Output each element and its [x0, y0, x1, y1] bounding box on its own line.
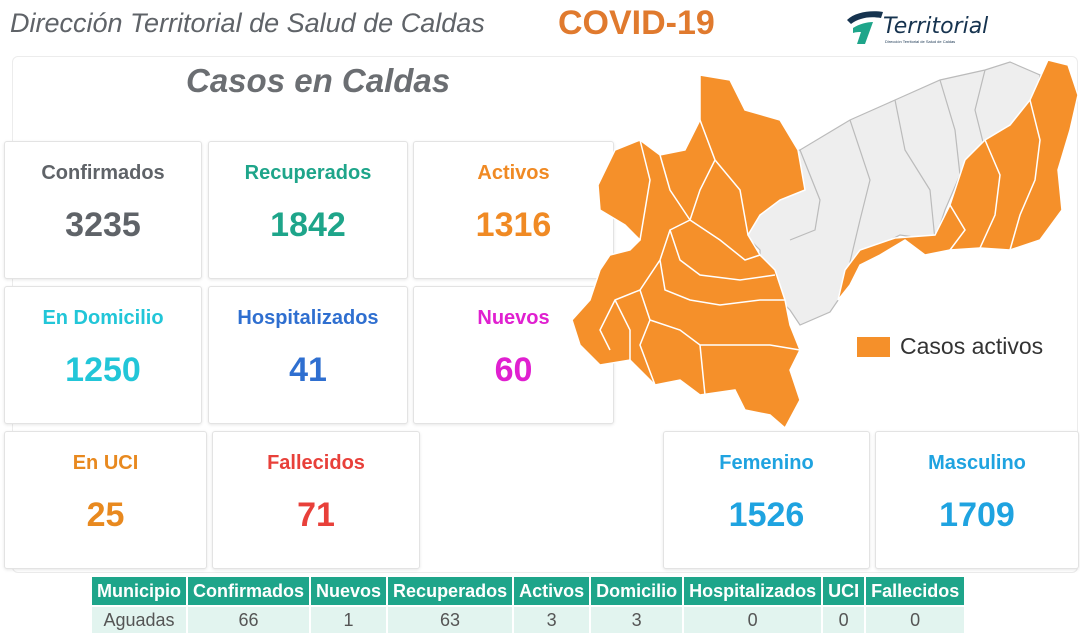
caldas-map [571, 59, 1079, 430]
col-nuevos: Nuevos [310, 577, 389, 606]
masculino-value: 1709 [939, 496, 1015, 534]
card-fallecidos: Fallecidos 71 [212, 431, 420, 569]
card-activos: Activos 1316 [413, 141, 614, 279]
col-uci: UCI [822, 577, 867, 606]
map-region-active-borders [599, 119, 801, 396]
table-header-row: Municipio Confirmados Nuevos Recuperados… [92, 577, 967, 606]
femenino-label: Femenino [719, 452, 814, 474]
uci-value: 25 [86, 496, 125, 534]
hospitalizados-label: Hospitalizados [237, 307, 379, 329]
header-title: Dirección Territorial de Salud de Caldas [10, 8, 485, 38]
cell-fallecidos: 0 [865, 605, 967, 633]
logo-text: Territorial [883, 14, 989, 39]
cell-nuevos: 1 [310, 605, 389, 633]
activos-value: 1316 [475, 206, 552, 244]
nuevos-value: 60 [494, 351, 533, 389]
col-municipio: Municipio [92, 577, 188, 606]
fallecidos-label: Fallecidos [267, 452, 365, 474]
confirmados-value: 3235 [65, 206, 141, 244]
cell-confirmados: 66 [187, 605, 312, 633]
col-confirmados: Confirmados [187, 577, 312, 606]
legend-label: Casos activos [900, 333, 1044, 359]
domicilio-label: En Domicilio [42, 307, 164, 329]
col-hospitalizados: Hospitalizados [683, 577, 824, 606]
cell-municipio: Aguadas [92, 605, 188, 633]
cell-domicilio: 3 [590, 605, 685, 633]
cell-activos: 3 [513, 605, 592, 633]
col-activos: Activos [513, 577, 592, 606]
card-masculino: Masculino 1709 [875, 431, 1079, 569]
card-recuperados: Recuperados 1842 [208, 141, 408, 279]
cell-hospitalizados: 0 [683, 605, 824, 633]
nuevos-label: Nuevos [477, 307, 550, 329]
domicilio-value: 1250 [65, 351, 141, 389]
card-uci: En UCI 25 [4, 431, 207, 569]
activos-label: Activos [477, 162, 550, 184]
cell-uci: 0 [822, 605, 867, 633]
femenino-value: 1526 [728, 496, 805, 534]
masculino-label: Masculino [928, 452, 1026, 474]
card-hospitalizados: Hospitalizados 41 [208, 286, 408, 424]
map-region-active-east-borders [904, 99, 1041, 256]
card-domicilio: En Domicilio 1250 [4, 286, 202, 424]
card-femenino: Femenino 1526 [663, 431, 870, 569]
uci-label: En UCI [72, 452, 139, 474]
col-domicilio: Domicilio [590, 577, 685, 606]
logo-subtext: Dirección Territorial de Salud de Caldas [885, 39, 956, 44]
recuperados-label: Recuperados [244, 162, 372, 184]
col-fallecidos: Fallecidos [865, 577, 967, 606]
map-region-inactive-borders [789, 69, 986, 263]
territorial-logo: Territorial Dirección Territorial de Sal… [843, 6, 993, 46]
cell-recuperados: 63 [387, 605, 515, 633]
covid-title: COVID-19 [558, 4, 715, 42]
map-region-active-east [837, 59, 1079, 301]
recuperados-value: 1842 [270, 206, 346, 244]
legend-swatch [857, 337, 890, 357]
confirmados-label: Confirmados [41, 162, 165, 184]
col-recuperados: Recuperados [387, 577, 515, 606]
section-title: Casos en Caldas [186, 62, 451, 99]
municipios-table: Municipio Confirmados Nuevos Recuperados… [92, 577, 967, 633]
territorial-logo-icon [847, 11, 883, 44]
fallecidos-value: 71 [297, 496, 335, 534]
card-nuevos: Nuevos 60 [413, 286, 614, 424]
card-confirmados: Confirmados 3235 [4, 141, 202, 279]
hospitalizados-value: 41 [289, 351, 327, 389]
table-row: Aguadas 66 1 63 3 3 0 0 0 [92, 605, 967, 633]
